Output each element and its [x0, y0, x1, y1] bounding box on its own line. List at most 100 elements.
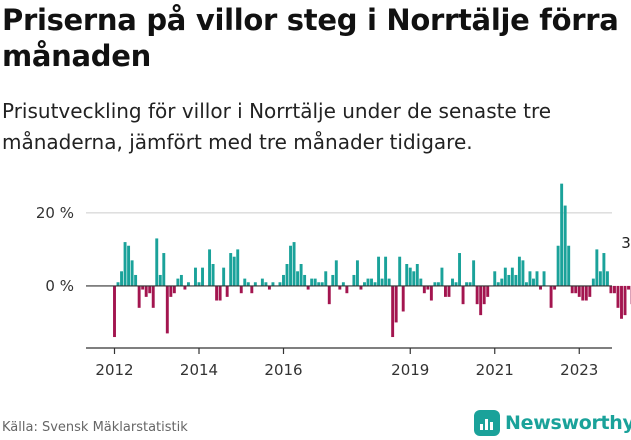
bar	[356, 260, 359, 286]
bar	[574, 286, 577, 293]
bar	[212, 264, 215, 286]
bar	[444, 286, 447, 297]
bar	[145, 286, 148, 297]
bar	[462, 286, 465, 304]
bar	[201, 268, 204, 286]
bar	[507, 275, 510, 286]
bar	[613, 286, 616, 293]
bar	[529, 271, 532, 286]
bar	[472, 260, 475, 286]
bar	[493, 271, 496, 286]
bar	[194, 268, 197, 286]
bar	[155, 238, 158, 285]
bar	[483, 286, 486, 304]
bar	[479, 286, 482, 315]
bar	[335, 260, 338, 286]
bar	[448, 286, 451, 297]
bar	[148, 286, 151, 293]
bar	[536, 271, 539, 286]
y-tick-label: 0 %	[45, 277, 74, 295]
bar	[388, 279, 391, 286]
bar	[310, 279, 313, 286]
bar	[345, 286, 348, 293]
bar	[240, 286, 243, 293]
bar	[180, 275, 183, 286]
source-note: Källa: Svensk Mäklarstatistik	[2, 420, 188, 435]
bar	[293, 242, 296, 286]
bar	[602, 253, 605, 286]
bar	[300, 264, 303, 286]
bar	[166, 286, 169, 333]
bar	[324, 271, 327, 286]
bar	[543, 271, 546, 286]
bar	[412, 271, 415, 286]
bar	[159, 275, 162, 286]
bar	[331, 275, 334, 286]
bar	[532, 279, 535, 286]
bar	[550, 286, 553, 308]
bar	[620, 286, 623, 319]
bar	[222, 268, 225, 286]
bar	[567, 246, 570, 286]
bar	[627, 286, 630, 290]
bar	[176, 279, 179, 286]
bar	[229, 253, 232, 286]
bar	[588, 286, 591, 297]
x-tick-label: 2012	[95, 361, 133, 379]
bar	[416, 264, 419, 286]
y-tick-label: 20 %	[36, 204, 74, 222]
bar	[423, 286, 426, 293]
bar	[134, 275, 137, 286]
bar	[578, 286, 581, 297]
x-tick-label: 2014	[180, 361, 218, 379]
bar	[215, 286, 218, 301]
bar	[595, 249, 598, 286]
bar	[617, 286, 620, 308]
bar	[289, 246, 292, 286]
bar	[624, 286, 627, 315]
bar	[609, 286, 612, 293]
bar	[226, 286, 229, 297]
bar	[173, 286, 176, 293]
bar	[599, 271, 602, 286]
bar	[233, 257, 236, 286]
bar-chart-icon	[474, 410, 500, 436]
bar	[286, 264, 289, 286]
bar	[476, 286, 479, 304]
latest-value-label: 3 %	[621, 234, 631, 252]
bar	[261, 279, 264, 286]
bar	[120, 271, 123, 286]
axes	[86, 286, 612, 354]
bar	[131, 260, 134, 286]
bar	[504, 268, 507, 286]
bar	[152, 286, 155, 308]
x-tick-label: 2023	[560, 361, 598, 379]
bar	[367, 279, 370, 286]
bar	[303, 275, 306, 286]
bar	[592, 279, 595, 286]
bar	[500, 279, 503, 286]
bar	[451, 279, 454, 286]
bar	[521, 260, 524, 286]
bar	[124, 242, 127, 286]
bar	[557, 246, 560, 286]
bar	[402, 286, 405, 312]
bar	[314, 279, 317, 286]
bar	[486, 286, 489, 297]
bar	[395, 286, 398, 323]
x-tick-label: 2021	[476, 361, 514, 379]
bar	[282, 275, 285, 286]
newsworthy-logo: Newsworthy	[474, 410, 631, 436]
bar	[409, 268, 412, 286]
bar	[377, 257, 380, 286]
bar	[419, 279, 422, 286]
bar	[113, 286, 116, 337]
bar	[384, 257, 387, 286]
bar	[511, 268, 514, 286]
bar	[250, 286, 253, 293]
bar	[514, 275, 517, 286]
bar	[381, 279, 384, 286]
bar	[458, 253, 461, 286]
bar	[391, 286, 394, 337]
